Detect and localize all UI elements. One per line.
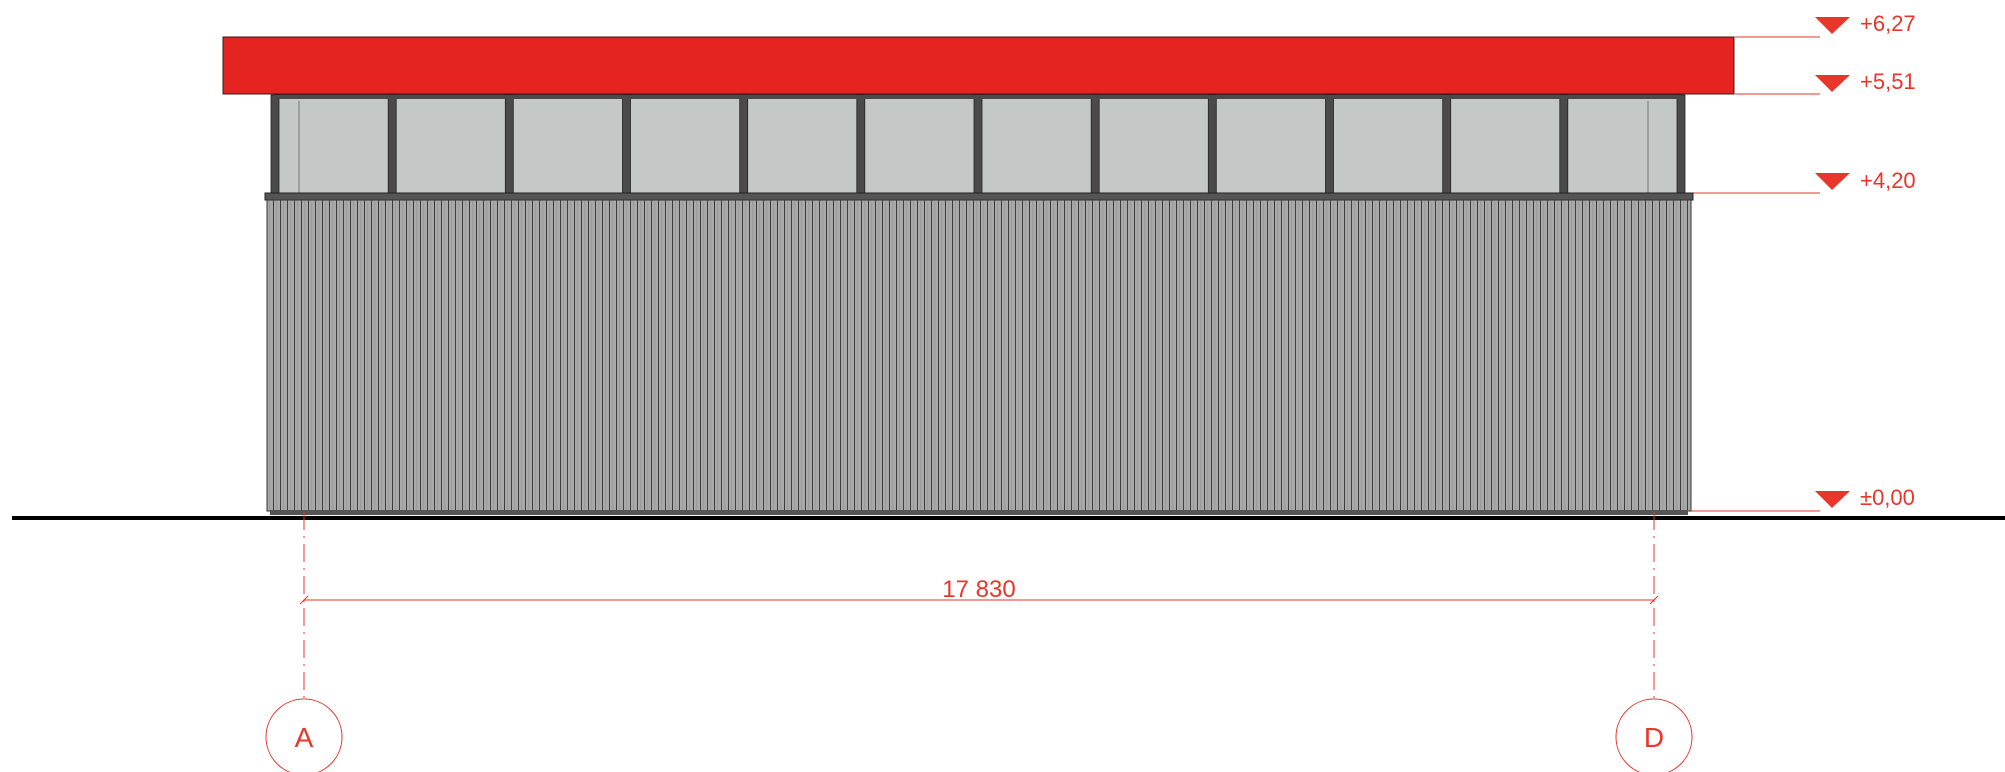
cladding-wall: [266, 199, 1692, 512]
grid-axis-d: D: [1615, 698, 1693, 772]
window-mullion: [1676, 94, 1686, 194]
window-mullion: [504, 94, 514, 194]
window-sill: [264, 192, 1694, 201]
dimension-label: 17 830: [942, 576, 1015, 603]
level-triangle-icon: [1815, 491, 1850, 508]
window-head: [275, 95, 1681, 99]
level-label-000: ±0,00: [1860, 485, 1915, 510]
window-mullion: [1559, 94, 1569, 194]
window-mullion: [622, 94, 631, 194]
level-triangle-icon: [1815, 17, 1850, 34]
clerestory-window-band: [270, 94, 1686, 194]
window-mullion: [270, 94, 280, 194]
window-mullion: [739, 94, 749, 194]
window-mullion: [1442, 94, 1452, 194]
level-marker-627: +6,27: [1815, 11, 1916, 36]
level-marker-000: ±0,00: [1815, 485, 1915, 510]
wall-base: [270, 510, 1688, 515]
window-mullion: [1325, 94, 1334, 194]
window-mullion: [973, 94, 983, 194]
level-marker-551: +5,51: [1815, 69, 1916, 94]
window-mullion: [387, 94, 397, 194]
grid-axis-a-label: A: [295, 722, 314, 753]
grid-axis-lines: [303, 512, 1655, 698]
grid-axis-d-label: D: [1644, 722, 1664, 753]
roof-fascia: [222, 36, 1735, 95]
window-mullion: [856, 94, 866, 194]
level-triangle-icon: [1815, 173, 1850, 190]
level-label-420: +4,20: [1860, 168, 1916, 193]
grid-axis-a: A: [265, 698, 343, 772]
level-lines: [1680, 36, 1820, 512]
level-label-551: +5,51: [1860, 69, 1916, 94]
dimension-line: [299, 595, 1659, 605]
window-mullion: [1207, 94, 1217, 194]
level-marker-420: +4,20: [1815, 168, 1916, 193]
level-label-627: +6,27: [1860, 11, 1916, 36]
window-mullion: [1090, 94, 1100, 194]
level-triangle-icon: [1815, 75, 1850, 92]
